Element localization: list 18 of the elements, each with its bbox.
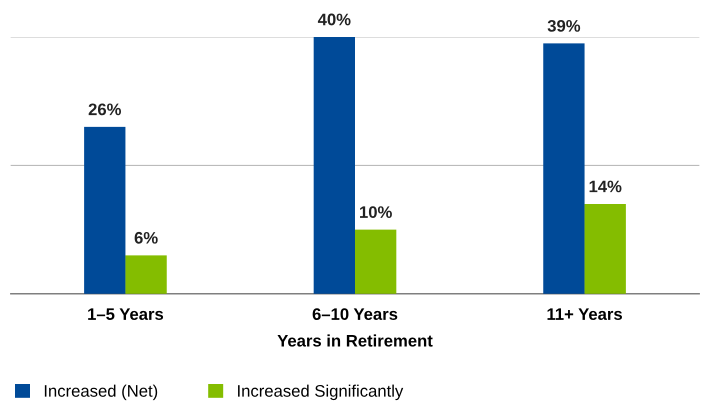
x-tick-label: 1–5 Years [88, 308, 164, 320]
legend-label: Increased Significantly [238, 384, 404, 400]
bar [355, 230, 396, 294]
x-tick-label: 6–10 Years [312, 308, 398, 320]
bar [84, 126, 126, 294]
data-label: 39% [548, 20, 580, 32]
bar [584, 204, 626, 294]
data-label: 14% [590, 180, 622, 192]
bar [543, 43, 585, 294]
bar [125, 255, 167, 294]
x-axis-title: Years in Retirement [277, 334, 433, 347]
data-label: 26% [88, 103, 122, 116]
legend-label: Increased (Net) [44, 384, 158, 400]
data-label: 10% [360, 206, 392, 218]
data-label: 6% [134, 232, 158, 244]
x-tick-label: 11+ Years [548, 308, 622, 320]
data-label: 40% [318, 14, 351, 26]
bar [314, 36, 355, 294]
